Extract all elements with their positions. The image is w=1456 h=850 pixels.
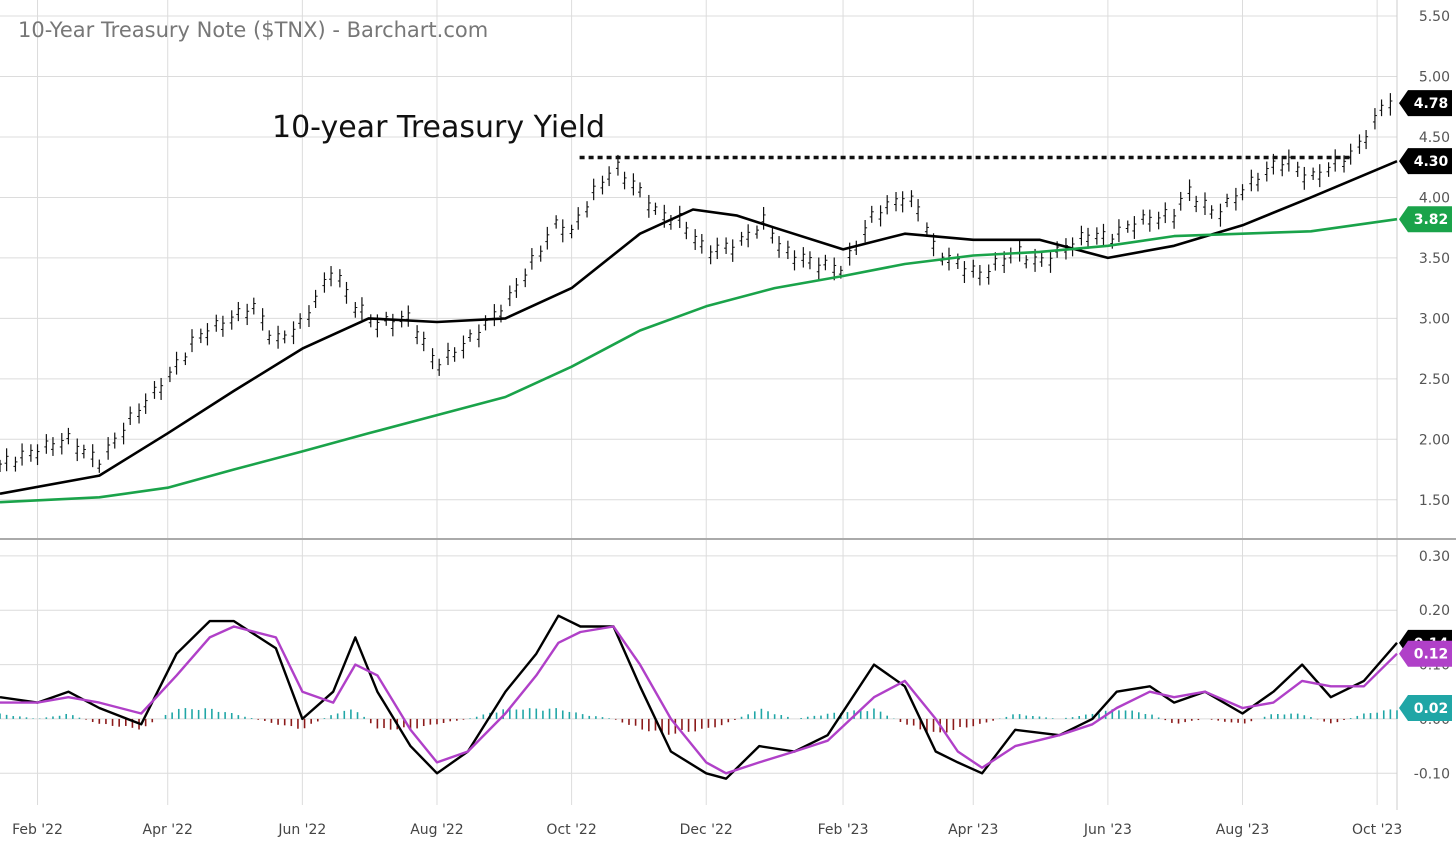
- indicator-value-tag-shape: [1399, 695, 1452, 722]
- x-tick-label: Jun '23: [1083, 822, 1132, 838]
- chart-annotation: 10-year Treasury Yield: [272, 110, 605, 145]
- y-tick-label: 3.00: [1419, 311, 1450, 327]
- price-value-tag-label: 4.30: [1414, 154, 1449, 170]
- y-tick-label: 4.50: [1419, 130, 1450, 146]
- x-tick-label: Oct '23: [1352, 822, 1402, 838]
- x-tick-label: Feb '23: [818, 822, 869, 838]
- y-tick-label: 5.50: [1419, 9, 1450, 25]
- y-tick-label-indicator: 0.20: [1419, 603, 1450, 619]
- x-tick-label: Feb '22: [12, 822, 63, 838]
- y-tick-label: 5.00: [1419, 70, 1450, 86]
- indicator-value-tag: 0.02: [1399, 695, 1452, 722]
- y-tick-label: 4.00: [1419, 190, 1450, 206]
- price-line-2: [0, 217, 1398, 504]
- indicator-value-tag-shape: [1399, 640, 1452, 667]
- x-tick-label: Dec '22: [680, 822, 733, 838]
- price-value-tag: 3.82: [1399, 206, 1452, 233]
- chart-title: 10-Year Treasury Note ($TNX) - Barchart.…: [18, 18, 488, 42]
- price-bars: [0, 93, 1393, 473]
- x-tick-label: Jun '22: [277, 822, 326, 838]
- x-tick-label: Aug '23: [1216, 822, 1269, 838]
- indicator-value-tag-label: 0.02: [1414, 701, 1449, 717]
- indicator-value-tag-label: 0.12: [1414, 647, 1449, 663]
- indicator-value-tag: 0.12: [1399, 640, 1452, 667]
- y-tick-label: 3.50: [1419, 251, 1450, 267]
- y-tick-label-indicator: -0.10: [1414, 766, 1450, 782]
- price-value-tag: 4.78: [1399, 90, 1452, 117]
- x-tick-label: Apr '23: [948, 822, 998, 838]
- price-value-tag-label: 3.82: [1414, 212, 1449, 228]
- price-value-tag-shape: [1399, 206, 1452, 233]
- price-value-tag-shape: [1399, 148, 1452, 175]
- price-value-tag: 4.30: [1399, 148, 1452, 175]
- price-line-1: [0, 160, 1398, 495]
- price-value-tag-label: 4.78: [1414, 96, 1449, 112]
- y-tick-label-indicator: 0.30: [1419, 549, 1450, 565]
- indicator-line-1: [0, 625, 1398, 775]
- x-tick-label: Oct '22: [546, 822, 596, 838]
- y-tick-label: 2.00: [1419, 432, 1450, 448]
- y-tick-label: 1.50: [1419, 493, 1450, 509]
- x-tick-label: Aug '22: [410, 822, 463, 838]
- x-tick-label: Apr '22: [143, 822, 193, 838]
- y-tick-label: 2.50: [1419, 372, 1450, 388]
- price-value-tag-shape: [1399, 90, 1452, 117]
